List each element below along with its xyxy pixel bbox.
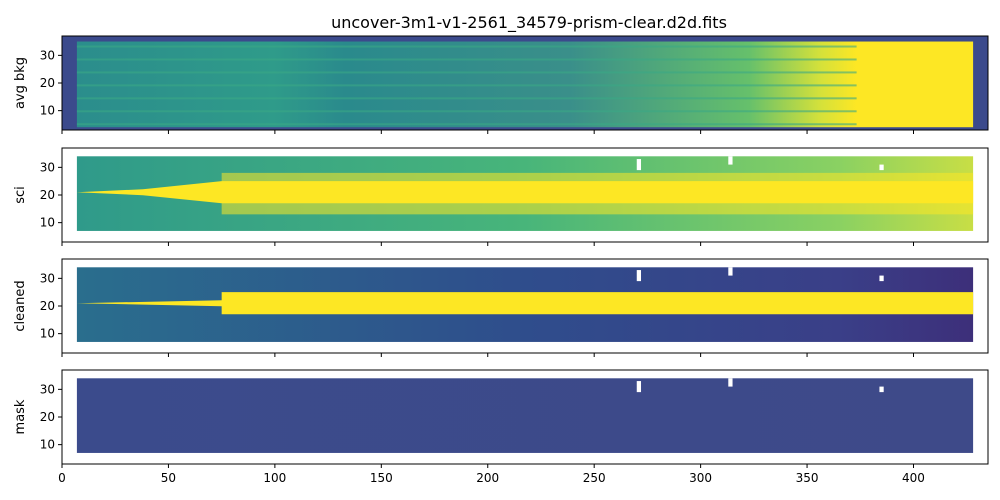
background-stripe (76, 97, 857, 100)
y-tick-label: 10 (40, 216, 55, 230)
background-stripe (76, 84, 857, 87)
y-tick-label: 30 (40, 160, 55, 174)
y-tick-label: 30 (40, 271, 55, 285)
x-tick-label: 300 (689, 471, 712, 485)
background-stripe (76, 110, 857, 113)
y-tick-label: 30 (40, 48, 55, 62)
masked-gap (879, 164, 884, 171)
panels: avg bkg 10 20 30 sci 10 20 30 cleaned 10 20 30 mask 1… (13, 35, 989, 485)
trace-halo (221, 172, 974, 215)
background-stripe (76, 123, 857, 126)
panel-cleaned: cleaned 10 20 30 (13, 258, 989, 357)
x-tick-label: 250 (583, 471, 606, 485)
background-stripe (76, 71, 857, 74)
x-tick-label: 0 (58, 471, 66, 485)
masked-gap (879, 275, 884, 282)
x-tick-label: 350 (796, 471, 819, 485)
y-axis-label: avg bkg (13, 57, 28, 109)
y-tick-label: 20 (40, 76, 55, 90)
x-tick-label: 50 (161, 471, 176, 485)
y-tick-label: 10 (40, 327, 55, 341)
y-tick-label: 20 (40, 410, 55, 424)
masked-gap (636, 159, 642, 171)
y-axis-label: sci (13, 186, 28, 204)
y-tick-label: 10 (40, 438, 55, 452)
background-stripe (76, 45, 857, 48)
x-tick-label: 200 (476, 471, 499, 485)
spectral-trace (76, 292, 974, 315)
masked-gap (879, 386, 884, 393)
masked-gap (636, 381, 642, 393)
masked-gap (728, 378, 733, 387)
image-region (76, 378, 974, 453)
y-tick-label: 10 (40, 104, 55, 118)
chart-title: uncover-3m1-v1-2561_34579-prism-clear.d2… (331, 13, 727, 33)
x-tick-label: 100 (263, 471, 286, 485)
y-axis-label: cleaned (13, 280, 28, 331)
y-tick-label: 20 (40, 188, 55, 202)
y-axis-label: mask (13, 399, 28, 434)
panel-sci: sci 10 20 30 (13, 147, 989, 246)
masked-gap (728, 267, 733, 276)
y-tick-label: 30 (40, 382, 55, 396)
masked-gap (636, 270, 642, 282)
panel-avg-bkg: avg bkg 10 20 30 (13, 35, 989, 134)
x-tick-label: 400 (902, 471, 925, 485)
background-stripe (76, 58, 857, 61)
masked-gap (728, 156, 733, 165)
x-tick-label: 150 (370, 471, 393, 485)
y-tick-label: 20 (40, 299, 55, 313)
